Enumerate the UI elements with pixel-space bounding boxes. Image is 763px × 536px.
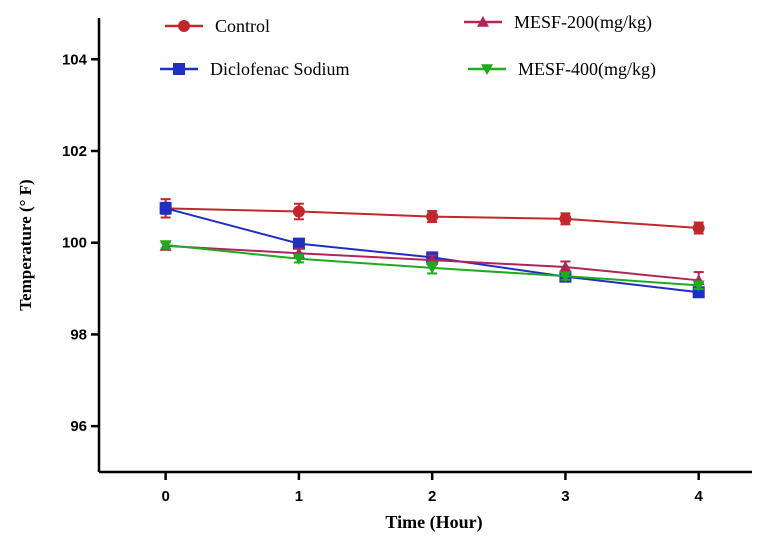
legend-label: Control (215, 16, 270, 36)
legend-marker (481, 64, 493, 75)
legend-label: MESF-200(mg/kg) (514, 12, 652, 33)
x-tick-label: 3 (561, 488, 569, 505)
x-tick-label: 0 (161, 488, 169, 505)
data-point (159, 202, 172, 215)
y-tick-label: 102 (62, 143, 87, 160)
legend-marker (173, 63, 185, 75)
legend-item-1: Diclofenac Sodium (160, 59, 349, 79)
x-tick-label: 2 (428, 488, 436, 505)
legend-marker (477, 16, 489, 27)
legend: Control Diclofenac Sodium MESF-200(mg/kg) M… (160, 12, 656, 80)
y-tick-label: 98 (70, 326, 87, 343)
y-tick-label: 104 (62, 51, 88, 68)
y-axis-title: Temperature (° F) (16, 179, 35, 310)
series-3 (159, 240, 705, 292)
data-point (559, 261, 572, 272)
data-point (559, 212, 572, 225)
data-point (159, 240, 172, 251)
ticks: 96 98 100 102 104 0 1 2 3 4 (62, 51, 704, 505)
legend-label: MESF-400(mg/kg) (518, 59, 656, 80)
legend-item-3: MESF-400(mg/kg) (468, 59, 656, 80)
legend-item-2: MESF-200(mg/kg) (464, 12, 652, 33)
data-point (292, 237, 305, 250)
legend-label: Diclofenac Sodium (210, 59, 349, 79)
data-point (426, 210, 439, 223)
x-tick-label: 1 (295, 488, 303, 505)
legend-item-0: Control (165, 16, 270, 36)
series-layer (159, 198, 705, 299)
axes (97, 18, 752, 474)
data-point (292, 253, 305, 265)
y-tick-label: 96 (70, 418, 87, 435)
data-point (292, 205, 305, 218)
data-point (559, 271, 572, 283)
x-axis-title: Time (Hour) (385, 512, 482, 533)
data-point (426, 263, 439, 274)
data-point (692, 280, 705, 292)
x-tick-label: 4 (695, 488, 704, 505)
y-tick-label: 100 (62, 235, 87, 252)
legend-marker (178, 20, 190, 32)
data-point (692, 222, 705, 235)
